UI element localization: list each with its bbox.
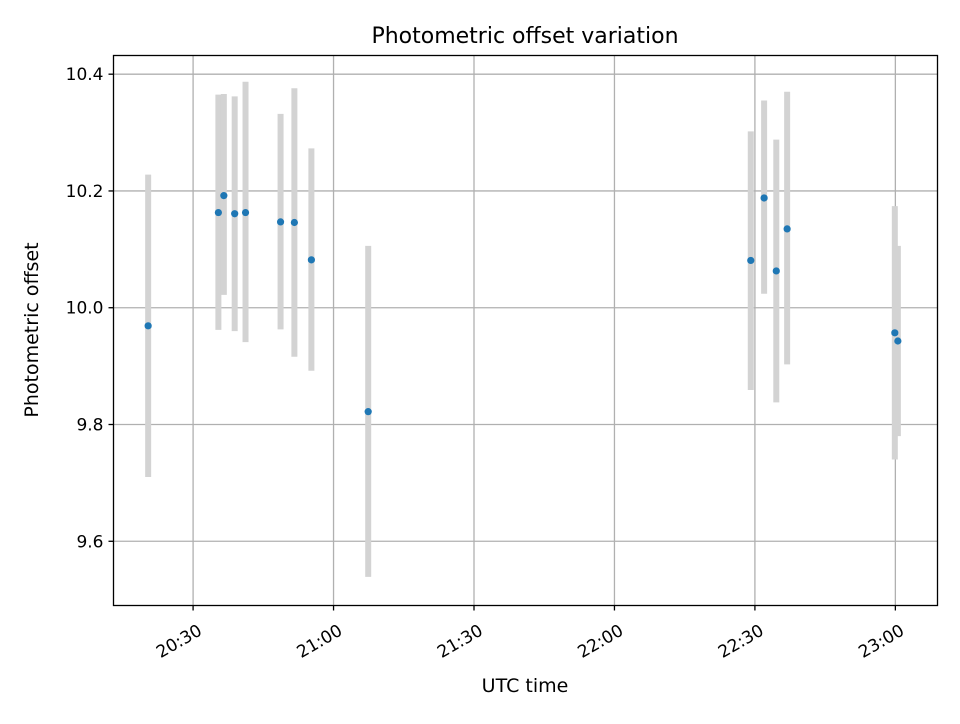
- y-tick-label: 10.4: [66, 65, 104, 85]
- points-layer: [144, 192, 902, 416]
- data-point: [894, 337, 902, 345]
- data-point: [783, 225, 791, 233]
- data-point: [241, 208, 250, 217]
- y-tick-label: 9.6: [76, 532, 103, 552]
- y-tick-label: 10.0: [66, 299, 104, 319]
- x-axis-label: UTC time: [482, 675, 569, 697]
- data-point: [747, 256, 755, 265]
- tick-layer: 9.6 9.8 10.0 10.2 10.4 20:30 21:00 21:30 22:00 22…: [66, 65, 908, 663]
- y-tick-label: 10.2: [66, 182, 104, 202]
- data-point: [760, 194, 768, 202]
- chart-title: Photometric offset variation: [371, 24, 678, 49]
- errorbar-layer: [145, 81, 901, 577]
- data-point: [220, 192, 228, 200]
- x-tick-label: 23:00: [855, 621, 907, 663]
- x-tick-label: 22:30: [715, 621, 767, 663]
- data-point: [772, 267, 780, 275]
- x-tick-label: 21:30: [434, 621, 486, 663]
- x-tick-label: 21:00: [294, 621, 346, 663]
- data-point: [276, 218, 285, 226]
- y-axis-label: Photometric offset: [21, 242, 43, 417]
- x-tick-label: 22:00: [575, 621, 627, 663]
- data-point: [231, 210, 239, 218]
- y-tick-label: 9.8: [76, 416, 103, 436]
- grid-layer: [113, 55, 938, 606]
- plot-frame: [112, 54, 939, 607]
- x-tick-label: 20:30: [153, 621, 205, 663]
- data-point: [891, 329, 899, 337]
- data-point: [144, 322, 152, 330]
- data-point: [307, 256, 315, 264]
- data-point: [290, 218, 298, 227]
- data-point: [364, 408, 372, 416]
- data-point: [214, 208, 222, 217]
